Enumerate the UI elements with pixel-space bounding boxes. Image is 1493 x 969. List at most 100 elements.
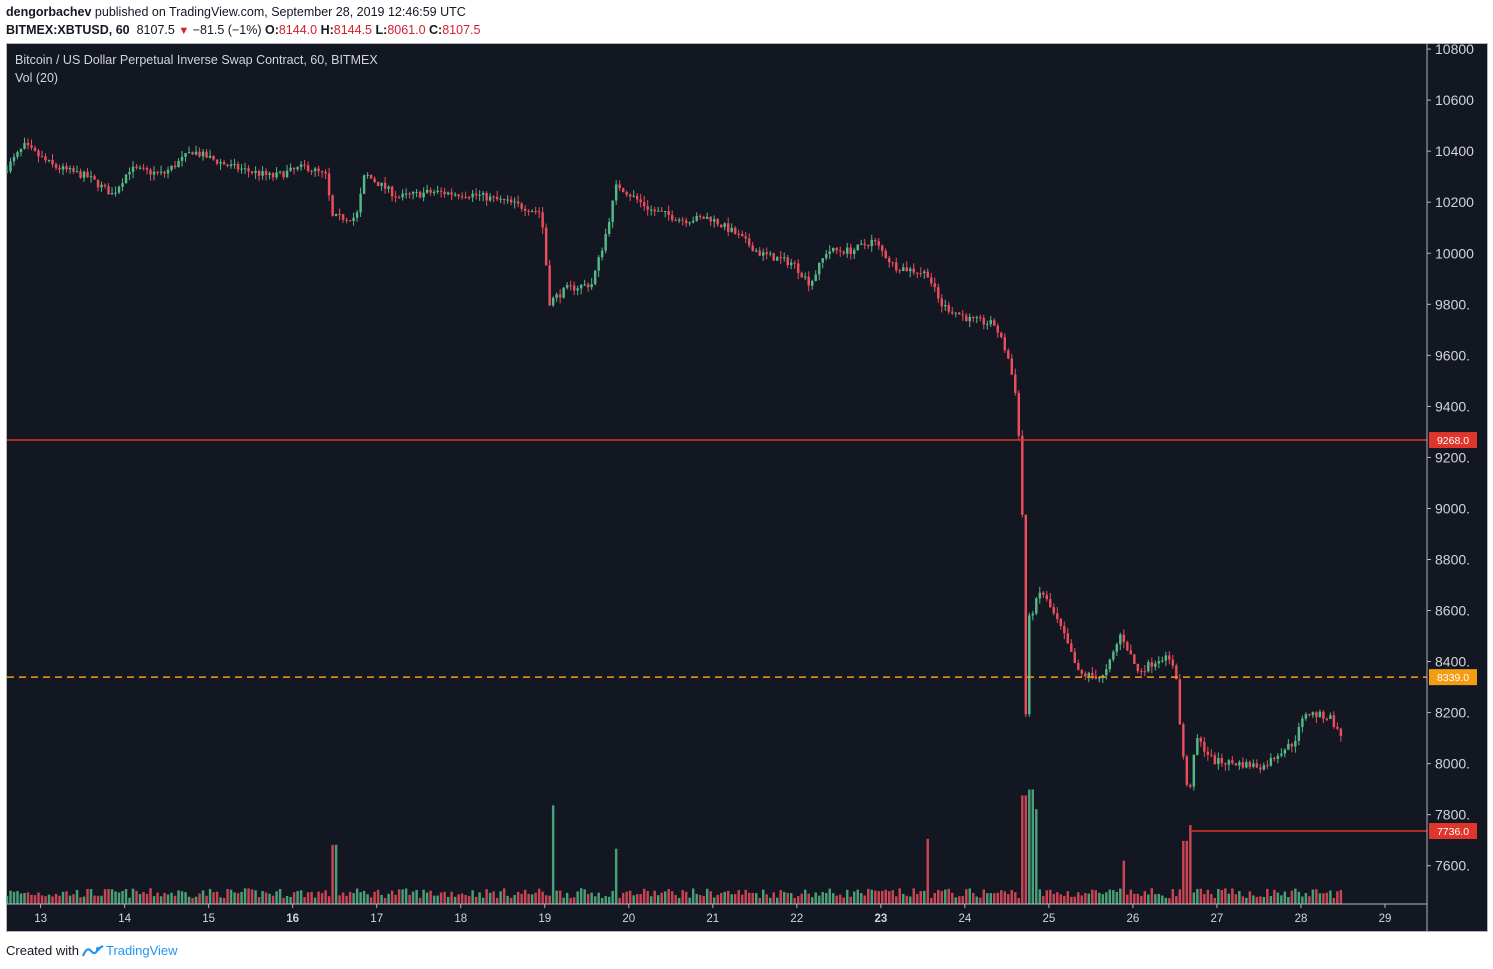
volume-bar [565,892,569,904]
y-tick-label: 8200. [1435,705,1470,721]
volume-bar [152,896,156,904]
volume-bar [835,895,838,904]
candle-body [1234,763,1238,766]
candle-body [1115,644,1119,652]
candle-body [846,247,849,254]
volume-bar [275,891,278,904]
candle-body [135,166,138,169]
volume-bar [586,893,590,904]
volume-bar [590,892,593,904]
volume-bar [299,890,303,904]
x-tick-label: 14 [118,913,131,925]
candle-body [993,320,996,326]
candle-body [684,220,688,224]
volume-bar [177,890,180,904]
volume-bar [733,894,737,904]
level-label-box [1429,432,1477,449]
volume-bar [1122,860,1126,904]
candle-body [821,258,824,263]
volume-bar [1024,795,1028,904]
candle-body [1119,634,1122,645]
candle-body [1241,762,1245,768]
volume-bar [397,889,401,904]
candle-body [537,211,541,213]
candle-body [61,166,65,170]
candle-body [579,285,583,289]
volume-bar [789,893,793,904]
volume-bar [313,897,317,904]
tradingview-brand-link[interactable]: TradingView [105,943,178,958]
candle-body [51,159,54,165]
candle-body [233,163,236,165]
horizontal-lines-layer: 9268.0 8339.0 7736.0 [7,432,1477,840]
candle-body [37,150,40,157]
candle-body [737,233,740,235]
volume-bar [1339,890,1343,904]
candle-body [1297,727,1301,741]
chart-pane[interactable] [6,43,1488,932]
candle-body [1150,662,1154,667]
candle-body [611,200,614,222]
volume-bar [695,893,698,904]
y-tick-label: 10600 [1435,92,1474,108]
volume-bar [621,892,625,904]
volume-bar [51,896,54,904]
candle-body [698,215,702,217]
candle-body [775,257,779,261]
volume-bar [247,888,250,904]
x-tick-label: 22 [790,913,803,925]
volume-bar [534,892,537,904]
volume-bar [723,891,726,904]
candle-body [89,176,93,178]
candle-body [1196,738,1199,755]
volume-bar [114,891,117,904]
volume-bar [874,890,877,904]
volume-legend: Vol (20) [15,71,59,85]
volume-bar [975,896,978,904]
candle-body [23,142,26,149]
volume-bar [1133,893,1136,904]
candle-body [916,272,919,274]
candle-body [369,174,373,179]
volume-bar [1017,898,1021,904]
candle-body [285,170,289,178]
y-tick-label: 7600. [1435,858,1470,874]
volume-bar [747,892,751,904]
candle-body [1339,728,1343,736]
volume-bar [149,888,152,904]
candle-body [1273,757,1276,759]
candle-body [191,152,194,155]
candle-body [695,215,698,221]
candle-body [394,196,397,198]
volume-bar [411,891,415,904]
volume-bar [614,848,618,904]
candle-body [306,165,310,171]
volume-bar [849,896,852,904]
volume-bar [1262,896,1266,904]
volume-bar [1329,890,1332,904]
volume-bar [937,889,940,904]
volume-bar [1234,894,1238,904]
volume-bar [317,891,320,904]
candle-body [170,165,173,170]
volume-bar [965,889,968,904]
candle-body [1052,607,1056,614]
volume-bar [47,894,51,904]
author-name[interactable]: dengorbachev [6,5,92,19]
candle-body [107,186,110,195]
candle-body [740,234,744,237]
volume-bar [93,895,96,904]
volume-bar [688,897,691,904]
tradingview-logo-icon[interactable] [81,944,104,958]
volume-bar [1224,888,1227,904]
candle-body [1192,754,1196,787]
volume-bar [523,889,527,904]
candle-body [1259,767,1262,770]
volume-bar [390,890,394,904]
candle-body [1245,762,1248,768]
candle-body [492,196,495,198]
volume-bar [1136,893,1140,904]
candle-body [313,168,317,172]
candle-body [44,156,47,161]
